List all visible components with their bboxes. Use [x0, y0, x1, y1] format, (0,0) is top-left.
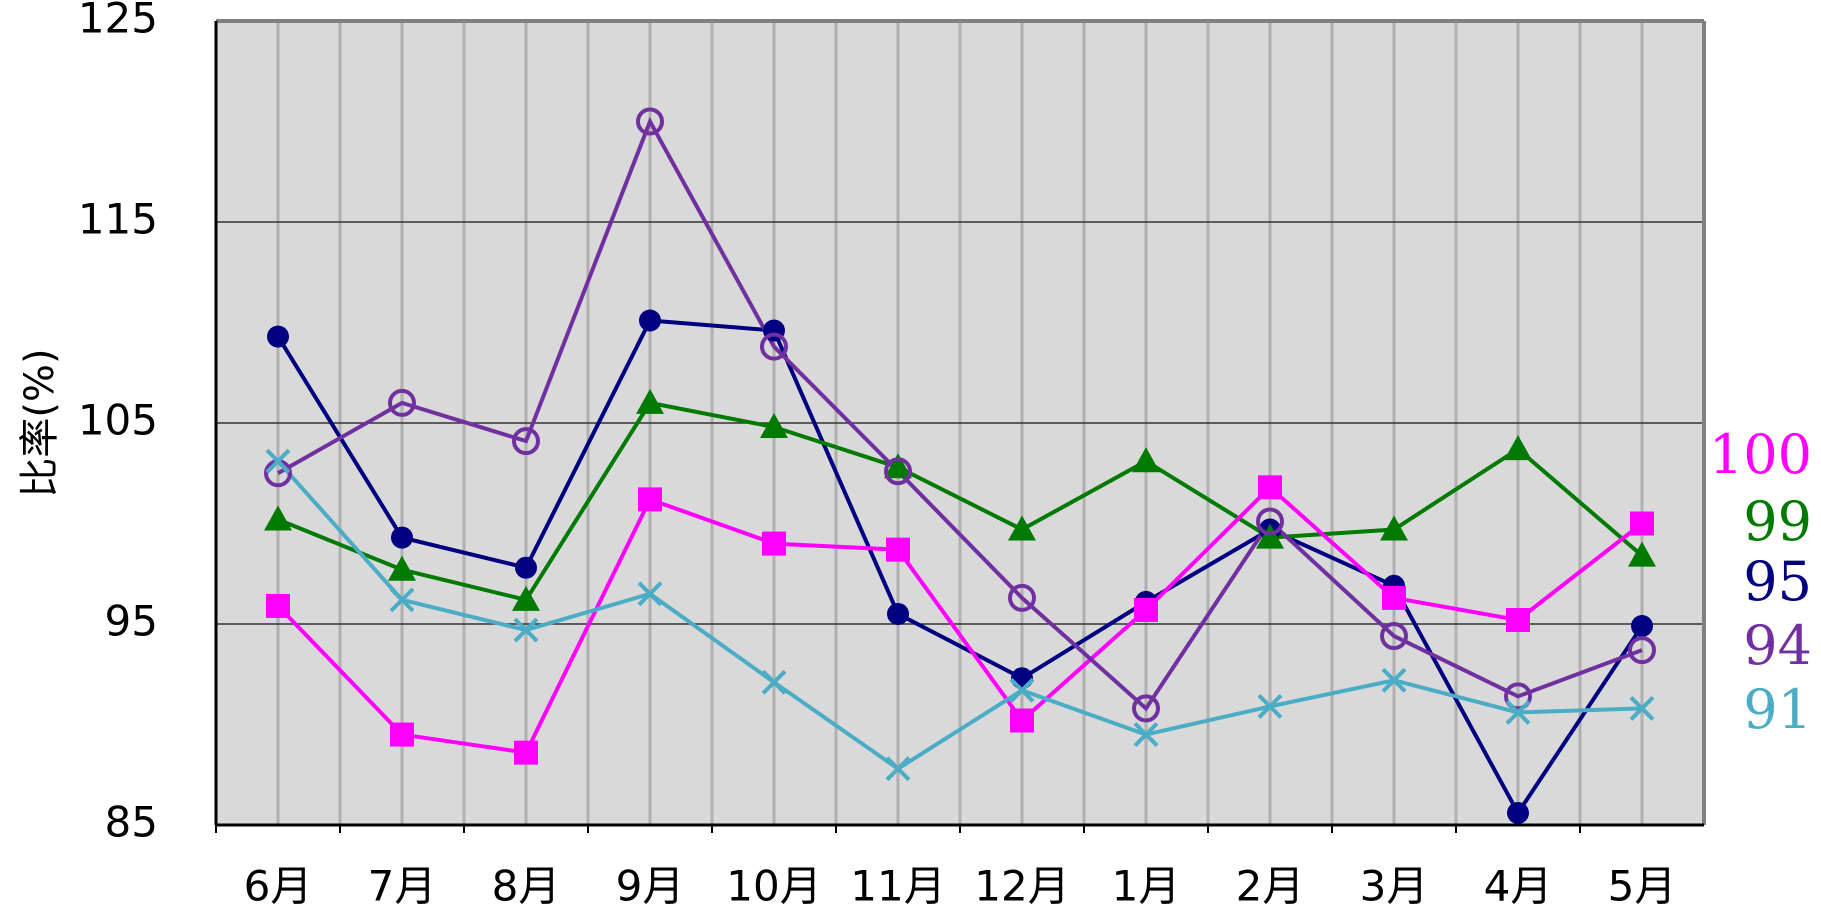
marker [1380, 515, 1408, 541]
marker [514, 740, 538, 765]
marker [1628, 541, 1656, 567]
x-tick-label: 10月 [726, 862, 821, 911]
marker [1506, 607, 1530, 632]
marker [512, 427, 540, 456]
marker [638, 487, 662, 512]
marker [267, 325, 289, 348]
marker [266, 593, 290, 618]
marker [636, 388, 664, 414]
marker [1011, 667, 1033, 690]
marker [884, 457, 912, 486]
y-tick-label: 105 [78, 396, 158, 445]
marker [513, 617, 539, 643]
marker [760, 413, 788, 439]
marker [1380, 622, 1408, 651]
marker [1504, 682, 1532, 711]
marker [1008, 583, 1036, 612]
y-tick-label: 85 [105, 798, 158, 847]
end-label: 95 [1743, 550, 1812, 613]
marker [1630, 511, 1654, 536]
marker [1382, 585, 1406, 610]
marker [1505, 700, 1531, 725]
end-label: 99 [1743, 490, 1812, 553]
x-tick-label: 12月 [974, 862, 1069, 911]
x-tick-label: 6月 [244, 862, 313, 911]
x-tick-label: 11月 [850, 862, 945, 911]
marker [1132, 694, 1160, 723]
marker [390, 722, 414, 747]
marker [887, 602, 909, 625]
marker [388, 555, 416, 581]
x-tick-label: 3月 [1360, 862, 1429, 911]
marker [1628, 636, 1656, 665]
marker [1133, 722, 1159, 747]
y-tick-label: 125 [78, 0, 158, 43]
marker [1134, 597, 1158, 622]
x-tick-label: 9月 [616, 862, 685, 911]
x-tick-label: 5月 [1608, 862, 1677, 911]
marker [1257, 693, 1283, 719]
x-tick-label: 2月 [1236, 862, 1305, 911]
marker [1009, 677, 1035, 703]
y-tick-label: 115 [78, 195, 158, 244]
marker [761, 669, 787, 695]
marker [515, 556, 537, 579]
series-line [276, 484, 1644, 755]
marker [1132, 447, 1160, 473]
marker [1631, 615, 1653, 638]
marker [639, 309, 661, 332]
marker [1504, 435, 1532, 461]
marker [391, 526, 413, 549]
series-line [277, 116, 1643, 712]
marker [636, 107, 664, 136]
marker [1381, 667, 1407, 693]
x-tick-label: 8月 [492, 862, 561, 911]
series-line [277, 400, 1644, 603]
marker [1256, 507, 1284, 536]
series-line [276, 459, 1643, 772]
marker [1256, 523, 1284, 549]
marker [1258, 475, 1282, 500]
end-label: 91 [1743, 678, 1812, 741]
marker [760, 332, 788, 361]
marker [1010, 708, 1034, 733]
marker [886, 537, 910, 562]
y-axis-label: 比率(%) [17, 348, 63, 497]
marker [388, 388, 416, 417]
x-tick-label: 1月 [1112, 862, 1181, 911]
x-tick-label: 4月 [1484, 862, 1553, 911]
series-line [276, 318, 1644, 817]
marker [265, 448, 291, 474]
marker [1008, 515, 1036, 541]
y-tick-label: 95 [105, 597, 158, 646]
marker [885, 756, 911, 782]
x-tick-label: 7月 [368, 862, 437, 911]
marker [1629, 696, 1655, 721]
marker [512, 585, 540, 611]
end-label: 100 [1709, 423, 1812, 486]
end-label: 94 [1743, 614, 1812, 677]
marker [389, 587, 415, 613]
marker [884, 453, 912, 479]
marker [264, 505, 292, 531]
marker [637, 581, 663, 607]
marker [762, 531, 786, 556]
marker [1507, 801, 1529, 824]
